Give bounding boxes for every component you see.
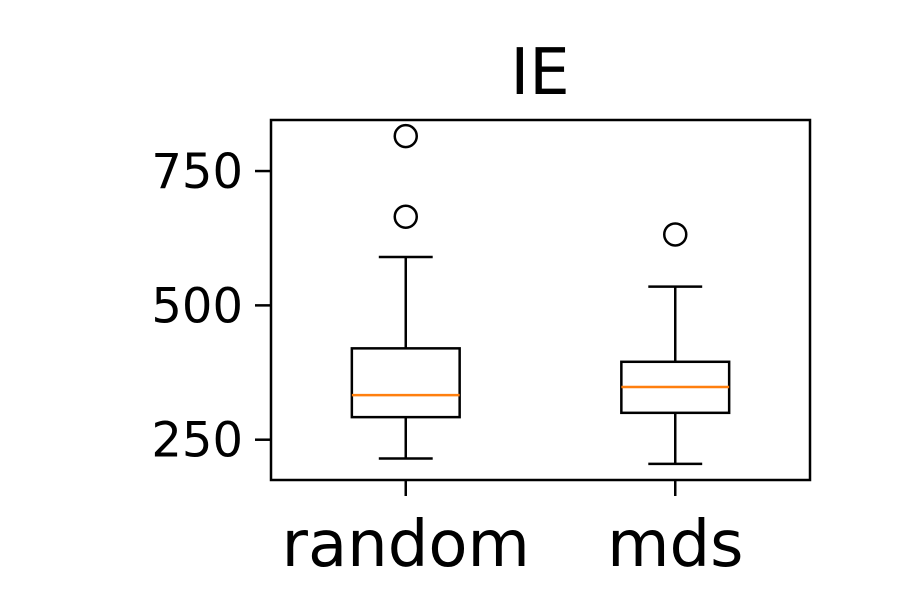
plot-area [269,118,812,482]
y-tick-label: 250 [151,413,243,469]
box-mds [620,222,731,466]
x-tick-label: random [282,508,530,582]
x-axis: random mds [282,480,743,582]
box-random [350,123,461,460]
y-tick-label: 500 [151,278,243,334]
iqr-box [350,347,461,419]
outlier-point [663,222,688,247]
y-tick-label: 750 [151,144,243,200]
outlier-point [393,204,418,229]
x-tick-label: mds [607,508,743,582]
outlier-point [393,123,418,149]
y-axis: 250 500 750 [151,144,271,469]
box-series [350,123,731,466]
chart-title: IE [510,36,569,110]
